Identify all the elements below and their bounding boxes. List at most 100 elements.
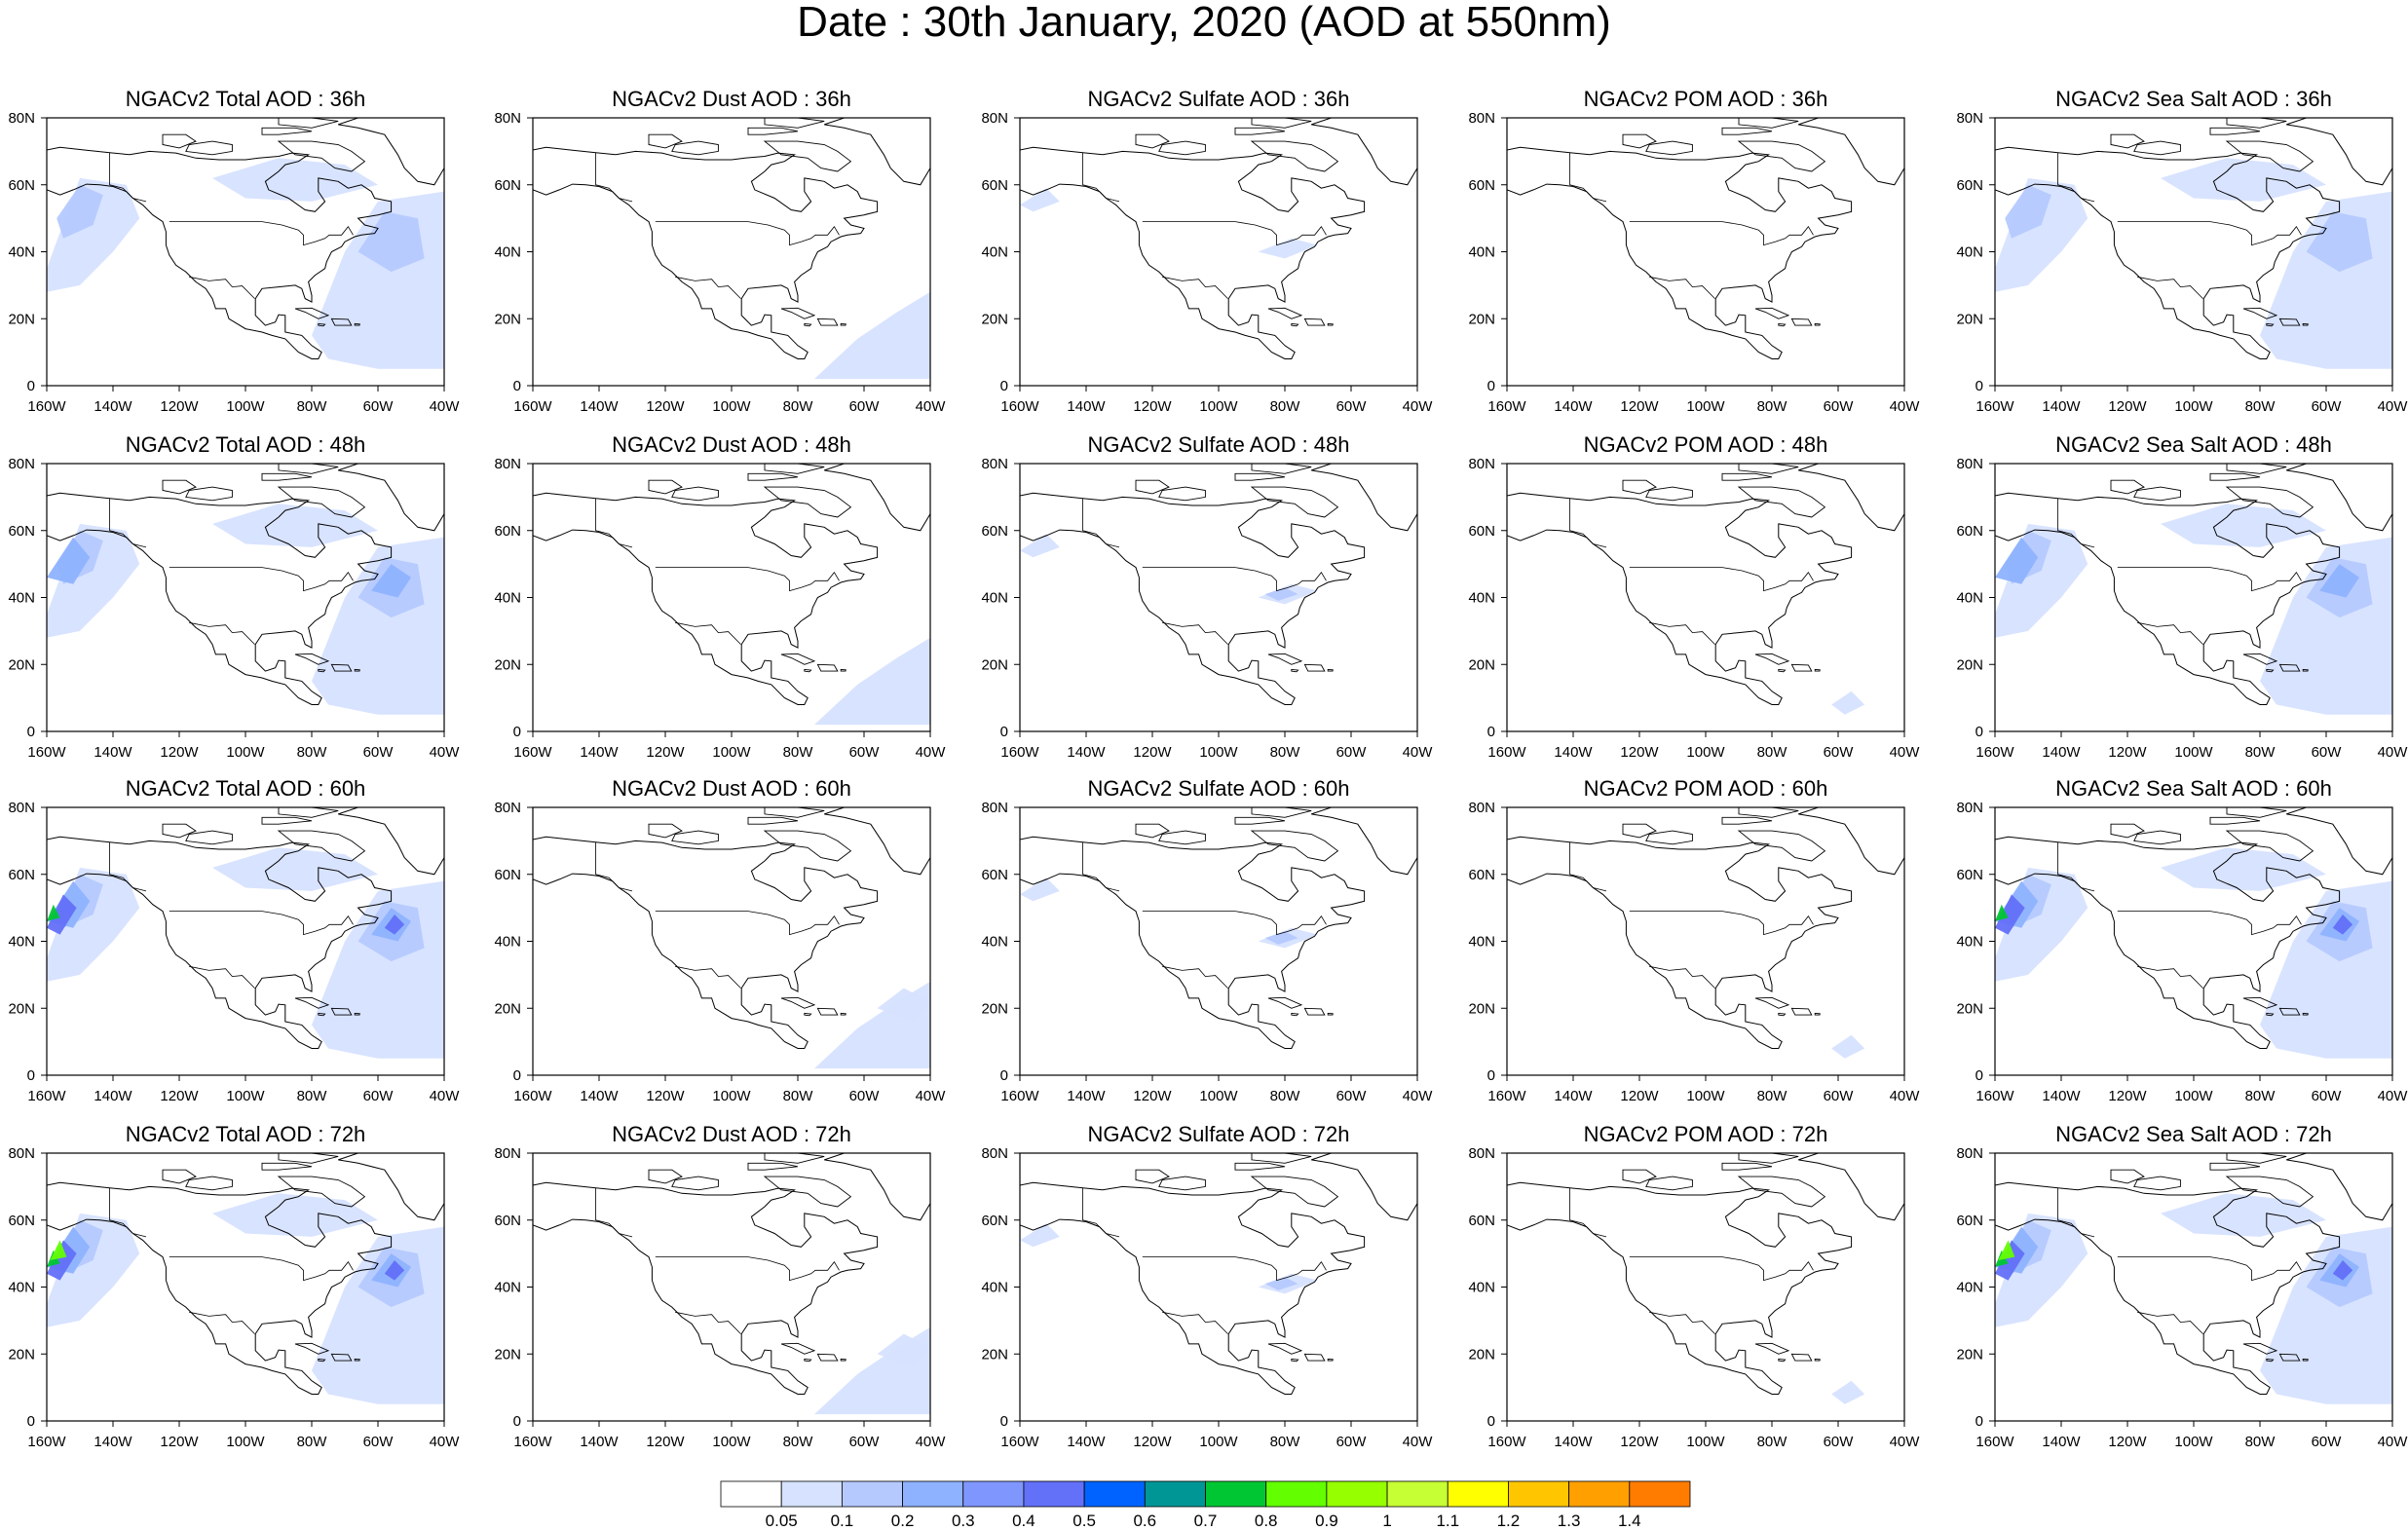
colorbar-label: 1.2 — [1497, 1512, 1521, 1530]
island-outline — [1250, 1176, 1339, 1208]
aod-field — [1995, 904, 2009, 921]
aod-field — [2161, 847, 2326, 891]
country-border — [1082, 498, 1120, 548]
island-outline — [1814, 1012, 1821, 1016]
island-outline — [840, 668, 847, 672]
greenland-outline — [338, 118, 444, 186]
y-tick-label: 80N — [981, 110, 1008, 127]
island-outline — [2242, 996, 2278, 1009]
island-outline — [1291, 668, 1299, 673]
colorbar-swatch — [841, 1480, 903, 1508]
y-tick-label: 0 — [513, 724, 521, 740]
y-tick-label: 60N — [1468, 523, 1495, 540]
island-outline — [162, 133, 197, 149]
greenland-outline — [1311, 807, 1417, 876]
aod-field — [877, 1333, 930, 1367]
island-outline — [648, 133, 683, 149]
y-tick-label: 60N — [1956, 1213, 1983, 1229]
y-tick-label: 0 — [1487, 1067, 1495, 1084]
y-tick-label: 0 — [1487, 1413, 1495, 1430]
aod-field — [814, 637, 930, 726]
y-tick-label: 60N — [494, 523, 521, 540]
aod-field — [56, 184, 103, 239]
y-tick-label: 20N — [981, 1346, 1008, 1363]
colorbar-label: 1.1 — [1436, 1512, 1459, 1530]
colorbar-swatch — [1023, 1480, 1085, 1508]
x-tick-label: 80W — [1270, 744, 1301, 761]
island-outline — [1234, 816, 1286, 825]
x-tick-label: 120W — [1133, 1088, 1172, 1104]
x-tick-label: 140W — [94, 398, 132, 415]
x-tick-label: 80W — [297, 1088, 328, 1104]
x-tick-label: 120W — [2108, 1088, 2147, 1104]
island-outline — [671, 486, 719, 502]
colorbar: 0.05 0.1 0.2 0.3 0.4 0.5 0.6 0.7 0.8 0.9 1 1.1 1.2 1.… — [720, 1480, 1691, 1530]
x-tick-label: 80W — [2245, 1088, 2276, 1104]
aod-field — [212, 1193, 378, 1237]
aod-field — [357, 211, 425, 273]
island-outline — [278, 807, 339, 818]
country-border — [1142, 567, 1327, 592]
y-tick-label: 80N — [8, 110, 35, 127]
x-tick-label: 160W — [1975, 398, 2014, 415]
y-tick-label: 20N — [1956, 1346, 1983, 1363]
y-tick-label: 80N — [1468, 800, 1495, 816]
map-panel: 160W 140W 120W 100W 80W 60W 40W 0 20N 40N 60N 80N — [1468, 1145, 1920, 1450]
country-border — [1142, 911, 1327, 936]
y-tick-label: 40N — [8, 934, 35, 951]
y-tick-label: 60N — [494, 867, 521, 883]
island-outline — [1754, 653, 1790, 665]
island-outline — [840, 1012, 847, 1016]
x-tick-label: 140W — [94, 744, 132, 761]
colorbar-swatch — [1265, 1480, 1328, 1508]
country-border — [1629, 1256, 1814, 1282]
x-tick-label: 140W — [580, 1434, 619, 1450]
y-tick-label: 0 — [1975, 724, 1983, 740]
y-tick-label: 0 — [1975, 378, 1983, 394]
aod-field — [1020, 878, 1060, 902]
island-outline — [764, 807, 825, 818]
x-tick-label: 160W — [513, 744, 552, 761]
colorbar-label: 0.2 — [891, 1512, 915, 1530]
island-outline — [1303, 1353, 1326, 1362]
island-outline — [318, 1358, 326, 1363]
island-outline — [162, 479, 197, 495]
x-tick-label: 100W — [2174, 1088, 2213, 1104]
greenland-outline — [338, 807, 444, 876]
island-outline — [1158, 486, 1206, 502]
island-outline — [354, 322, 360, 326]
x-tick-label: 80W — [783, 1434, 814, 1450]
aod-field — [212, 847, 378, 891]
colorbar-swatch — [1447, 1480, 1509, 1508]
y-tick-label: 80N — [494, 800, 521, 816]
country-border — [1649, 621, 1715, 645]
island-outline — [648, 1169, 683, 1184]
island-outline — [1327, 1358, 1334, 1362]
island-outline — [1778, 668, 1787, 673]
island-outline — [2302, 1012, 2309, 1016]
x-tick-label: 40W — [430, 1434, 461, 1450]
y-tick-label: 60N — [981, 1213, 1008, 1229]
island-outline — [2226, 118, 2287, 129]
island-outline — [2266, 1012, 2275, 1017]
x-tick-label: 40W — [430, 744, 461, 761]
x-tick-label: 60W — [1336, 398, 1368, 415]
y-tick-label: 40N — [494, 1280, 521, 1296]
y-tick-label: 80N — [1468, 456, 1495, 472]
country-border — [595, 498, 633, 548]
island-outline — [1251, 464, 1312, 474]
island-outline — [2110, 823, 2145, 839]
greenland-outline — [824, 464, 930, 532]
greenland-outline — [1311, 464, 1417, 532]
y-tick-label: 0 — [1000, 724, 1008, 740]
y-tick-label: 0 — [27, 1067, 35, 1084]
y-tick-label: 0 — [1000, 1067, 1008, 1084]
island-outline — [1303, 1007, 1326, 1016]
y-tick-label: 40N — [981, 590, 1008, 607]
y-tick-label: 60N — [8, 523, 35, 540]
y-tick-label: 80N — [8, 1145, 35, 1162]
colorbar-label: 0.6 — [1133, 1512, 1156, 1530]
island-outline — [2133, 1176, 2181, 1191]
x-tick-label: 120W — [646, 1088, 685, 1104]
island-outline — [2225, 140, 2314, 172]
